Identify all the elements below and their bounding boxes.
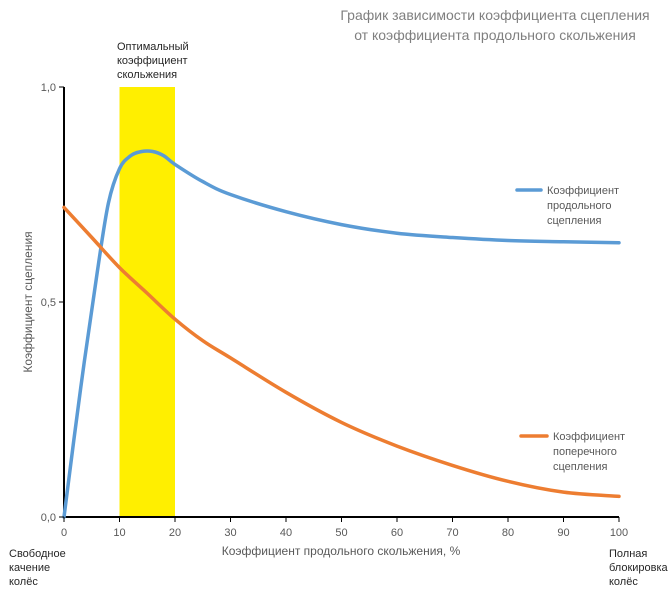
x-tick-label: 60 (391, 527, 403, 539)
y-tick-label: 1,0 (41, 82, 56, 94)
band-label-line-2: коэффициент (117, 55, 188, 67)
x-tick-label: 30 (224, 527, 236, 539)
left-corner-line-3: колёс (9, 576, 38, 588)
legend-layer (515, 188, 549, 438)
x-axis-title: Коэффициент продольного скольжения, % (222, 544, 461, 558)
x-tick-label: 10 (113, 527, 125, 539)
x-tick-label: 90 (557, 527, 569, 539)
legend-series-2-line-1: Коэффициент (553, 431, 625, 443)
x-tick-label: 20 (169, 527, 181, 539)
left-corner-line-2: качение (9, 562, 50, 574)
x-tick-label: 40 (280, 527, 292, 539)
legend-series-1-line-1: Коэффициент (547, 185, 619, 197)
x-tick-label: 80 (502, 527, 514, 539)
chart-title-line-2: от коэффициента продольного скольжения (354, 27, 636, 43)
band-label-line-3: скольжения (117, 69, 177, 81)
tick-layer: 0 10 20 30 40 50 60 70 80 90 100 0,0 0,5 1,0 (41, 82, 628, 539)
band-label-line-1: Оптимальный (117, 41, 189, 53)
right-corner-line-3: колёс (609, 576, 638, 588)
legend-series-1-line-3: сцепления (547, 215, 602, 227)
x-tick-label: 0 (61, 527, 67, 539)
right-corner-line-1: Полная (609, 548, 647, 560)
y-axis-title: Коэффициент сцепления (21, 231, 35, 372)
x-tick-label: 70 (446, 527, 458, 539)
legend-series-1-line-2: продольного (547, 200, 611, 212)
x-tick-label: 100 (610, 527, 628, 539)
text-layer: График зависимости коэффициента сцеплени… (9, 7, 669, 588)
series-lateral-line (62, 205, 621, 499)
series-layer (62, 149, 621, 519)
left-corner-line-1: Свободное (9, 548, 66, 560)
y-tick-label: 0,0 (41, 512, 56, 524)
chart-title-line-1: График зависимости коэффициента сцеплени… (340, 7, 649, 23)
x-tick-label: 50 (335, 527, 347, 539)
right-corner-line-2: блокировка (609, 562, 669, 574)
legend-series-2-line-2: поперечного (553, 446, 617, 458)
y-tick-label: 0,5 (41, 297, 56, 309)
legend-series-2-line-3: сцепления (553, 461, 608, 473)
series-longitudinal-line (62, 149, 621, 519)
